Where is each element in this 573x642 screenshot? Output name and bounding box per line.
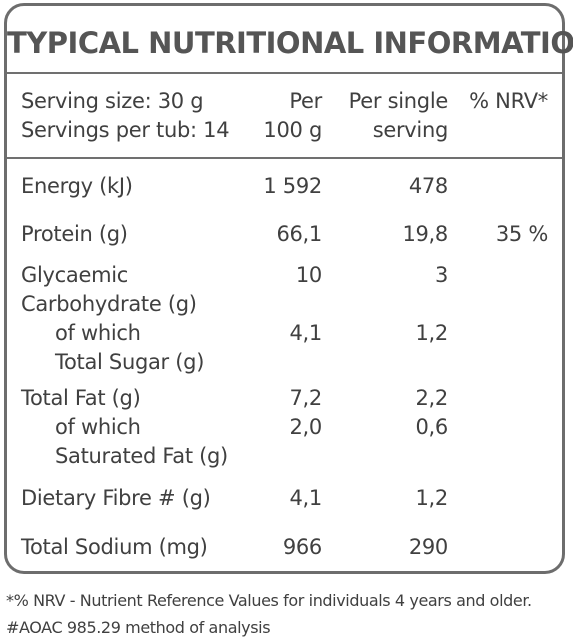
glycaemic-serving: 3 [434,263,448,287]
nutrition-panel: TYPICAL NUTRITIONAL INFORMATION Serving … [4,3,573,574]
satfat-label-line1: of which [55,415,141,439]
fat-serving: 2,2 [415,386,449,410]
protein-serving: 19,8 [402,222,448,246]
sodium-label: Total Sodium (mg) [21,535,208,559]
header-divider [7,157,562,159]
energy-per100: 1 592 [263,174,322,198]
fibre-label: Dietary Fibre # (g) [21,486,211,510]
single-header-line2: serving [372,118,449,142]
footnote-nrv: *% NRV - Nutrient Reference Values for i… [6,591,532,610]
servings-per-tub: Servings per tub: 14 [21,118,230,142]
satfat-label-line2: Saturated Fat (g) [55,444,228,468]
protein-nrv: 35 % [495,222,548,246]
fat-per100: 7,2 [289,386,323,410]
fibre-serving: 1,2 [415,486,449,510]
energy-serving: 478 [408,174,448,198]
serving-size: Serving size: 30 g [21,89,204,113]
energy-label: Energy (kJ) [21,174,133,198]
panel-title: TYPICAL NUTRITIONAL INFORMATION [7,26,573,60]
sugar-per100: 4,1 [289,321,323,345]
satfat-per100: 2,0 [289,415,323,439]
sugar-label-line1: of which [55,321,141,345]
sodium-per100: 966 [282,535,322,559]
sugar-serving: 1,2 [415,321,449,345]
sugar-label-line2: Total Sugar (g) [55,350,205,374]
glycaemic-per100: 10 [295,263,322,287]
protein-label: Protein (g) [21,222,128,246]
glycaemic-label-line2: Carbohydrate (g) [21,292,197,316]
footnote-aoac: #AOAC 985.29 method of analysis [6,618,271,637]
satfat-serving: 0,6 [415,415,449,439]
protein-per100: 66,1 [276,222,322,246]
per100-header-line1: Per [289,89,322,113]
per100-header-line2: 100 g [263,118,322,142]
fat-label: Total Fat (g) [21,386,141,410]
glycaemic-label-line1: Glycaemic [21,263,129,287]
sodium-serving: 290 [408,535,448,559]
single-header-line1: Per single [348,89,449,113]
title-divider [7,72,562,74]
nrv-header: % NRV* [469,89,548,113]
fibre-per100: 4,1 [289,486,323,510]
